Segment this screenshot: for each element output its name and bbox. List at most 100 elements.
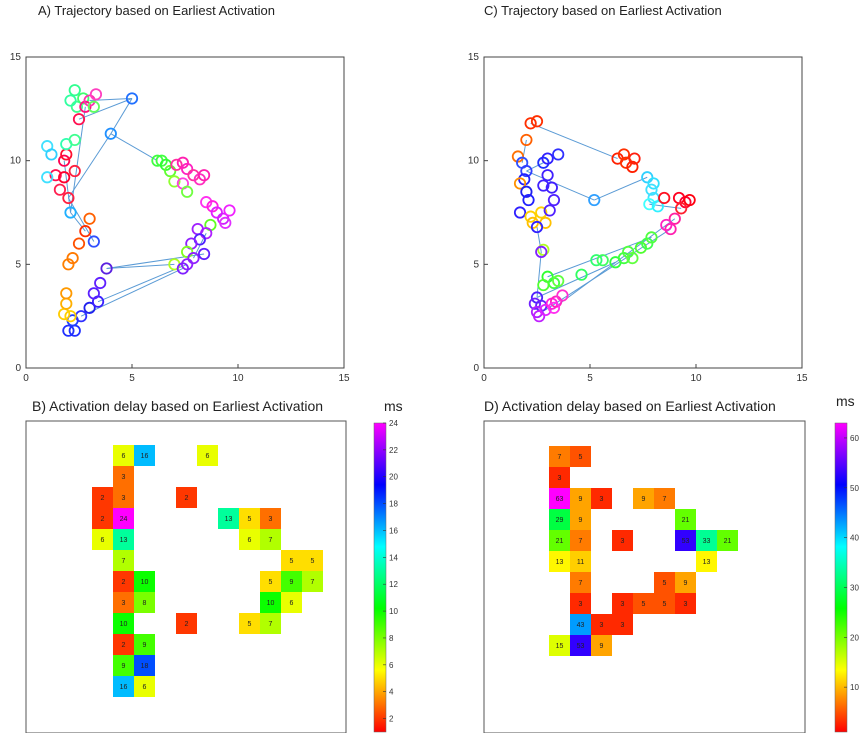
heatmap-cell	[612, 614, 633, 635]
scatter-point	[58, 154, 71, 167]
cell-value: 3	[558, 475, 562, 482]
scatter-point	[181, 162, 194, 176]
scatter-point	[170, 158, 183, 171]
cell-value: 5	[311, 558, 315, 565]
scatter-point	[100, 262, 113, 275]
cell-value: 7	[558, 454, 562, 461]
scatter-point	[535, 206, 548, 219]
heatmap-cell	[197, 445, 218, 466]
scatter-point	[70, 100, 83, 113]
heatmap-cell	[113, 613, 134, 634]
colorbar-tick-label: 16	[389, 526, 398, 535]
cell-value: 5	[290, 558, 294, 565]
trajectory-line	[526, 162, 544, 172]
cell-value: 6	[248, 537, 252, 544]
cell-value: 21	[556, 538, 564, 545]
scatter-point	[64, 206, 77, 219]
y-tick-label: 15	[468, 52, 480, 63]
x-tick-label: 5	[129, 373, 135, 384]
y-tick-label: 15	[10, 52, 22, 63]
heatmap-cell	[570, 509, 591, 530]
cell-value: 2	[185, 495, 189, 502]
panel-d-title: D) Activation delay based on Earliest Ac…	[484, 398, 776, 414]
heatmap-cell	[260, 571, 281, 592]
heatmap-cell	[113, 550, 134, 571]
cell-value: 9	[143, 642, 147, 649]
heatmap-cell	[176, 613, 197, 634]
heatmap-cell	[591, 488, 612, 509]
scatter-point	[520, 133, 533, 147]
cell-value: 2	[101, 516, 105, 523]
colorbar-tick-label: 50	[850, 484, 859, 493]
heatmap-cell	[239, 529, 260, 550]
scatter-point	[547, 193, 561, 207]
cell-value: 3	[684, 601, 688, 608]
heatmap-cell	[92, 508, 113, 529]
trajectory-line	[526, 170, 595, 201]
y-tick-label: 5	[15, 259, 21, 270]
cell-value: 3	[122, 495, 126, 502]
heatmap-cell	[675, 530, 696, 551]
y-tick-label: 10	[10, 156, 22, 167]
cell-value: 3	[621, 601, 625, 608]
cell-value: 53	[577, 643, 585, 650]
scatter-point	[62, 191, 75, 205]
trajectory-line	[97, 263, 188, 303]
scatter-point	[658, 191, 671, 205]
scatter-point	[537, 278, 550, 292]
trajectory-line	[78, 98, 133, 120]
scatter-point	[68, 133, 81, 147]
scatter-point	[537, 243, 550, 256]
heatmap-cell	[654, 488, 675, 509]
heatmap-cell	[218, 508, 239, 529]
cell-value: 5	[642, 601, 646, 608]
scatter-point	[535, 245, 548, 258]
scatter-point	[641, 171, 654, 184]
scatter-point	[87, 235, 100, 248]
cell-value: 3	[600, 496, 604, 503]
scatter-point	[530, 220, 544, 234]
colorbar-tick-label: 22	[389, 446, 398, 455]
scatter-point	[45, 148, 58, 161]
scatter-point	[68, 164, 81, 178]
cell-value: 11	[577, 559, 584, 566]
cell-value: 2	[101, 495, 105, 502]
cell-value: 6	[101, 537, 105, 544]
heatmap-cell	[654, 593, 675, 614]
colorbar-tick-label: 8	[389, 634, 394, 643]
heatmap-cell	[113, 655, 134, 676]
heatmap-cell	[570, 551, 591, 572]
cell-value: 9	[684, 580, 688, 587]
heatmap-cell	[302, 571, 323, 592]
heatmap-cell	[675, 509, 696, 530]
heatmap-cell	[570, 635, 591, 656]
scatter-point	[176, 262, 189, 275]
panel-d-unit: ms	[836, 393, 855, 409]
heatmap-cell	[239, 613, 260, 634]
cell-value: 9	[122, 663, 126, 670]
trajectory-line	[80, 268, 184, 317]
colorbar-tick-label: 60	[850, 434, 859, 443]
trajectory-line	[110, 98, 133, 134]
scatter-point	[62, 324, 75, 337]
heatmap-cell	[113, 466, 134, 487]
scatter-point	[181, 185, 194, 198]
scatter-point	[552, 274, 565, 288]
y-tick-label: 10	[468, 156, 480, 167]
heatmap-cell	[113, 529, 134, 550]
heatmap-cell	[549, 446, 570, 467]
cell-value: 18	[141, 663, 149, 670]
heatmap-cell	[612, 530, 633, 551]
colorbar-tick-label: 10	[389, 607, 398, 616]
scatter-point	[628, 152, 641, 165]
cell-value: 24	[120, 516, 128, 523]
scatter-point	[210, 206, 223, 219]
trajectory-line	[536, 261, 616, 298]
heatmap-cell	[570, 572, 591, 593]
scatter-point	[626, 160, 639, 173]
scatter-point	[541, 169, 554, 182]
cell-value: 6	[290, 600, 294, 607]
heatmap-cell	[113, 445, 134, 466]
